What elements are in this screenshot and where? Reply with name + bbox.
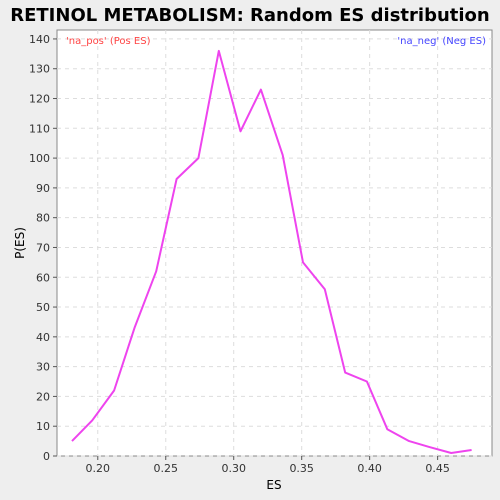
- y-tick-label: 140: [29, 33, 50, 46]
- y-tick-label: 90: [36, 182, 50, 195]
- y-tick-label: 30: [36, 361, 50, 374]
- x-axis: 0.20 0.25 0.30 0.35 0.40 0.45: [86, 456, 450, 475]
- y-tick-label: 110: [29, 122, 50, 135]
- y-axis-label: P(ES): [13, 227, 27, 259]
- y-tick-label: 20: [36, 390, 50, 403]
- x-axis-label: ES: [266, 478, 281, 492]
- y-tick-label: 10: [36, 420, 50, 433]
- x-tick-label: 0.40: [357, 462, 382, 475]
- x-tick-label: 0.25: [154, 462, 179, 475]
- x-tick-label: 0.30: [221, 462, 246, 475]
- y-tick-label: 70: [36, 241, 50, 254]
- chart-title: RETINOL METABOLISM: Random ES distributi…: [10, 5, 489, 26]
- series-lines: [71, 49, 472, 454]
- y-tick-label: 50: [36, 301, 50, 314]
- y-axis: 0 10 20 30 40 50 60 70 80 90 100 110 120 130 140: [29, 33, 57, 463]
- y-tick-label: 130: [29, 63, 50, 76]
- y-tick-label: 120: [29, 93, 50, 106]
- legend-pos-label: 'na_pos' (Pos ES): [66, 36, 151, 47]
- y-tick-label: 40: [36, 331, 50, 344]
- y-tick-label: 0: [43, 450, 50, 463]
- x-tick-label: 0.45: [425, 462, 450, 475]
- series-line: [71, 49, 472, 454]
- y-tick-label: 100: [29, 152, 50, 165]
- x-tick-label: 0.20: [86, 462, 111, 475]
- x-tick-label: 0.35: [289, 462, 314, 475]
- plot-area: [56, 29, 493, 457]
- y-tick-label: 80: [36, 212, 50, 225]
- y-tick-label: 60: [36, 271, 50, 284]
- legend-neg-label: 'na_neg' (Neg ES): [397, 36, 486, 47]
